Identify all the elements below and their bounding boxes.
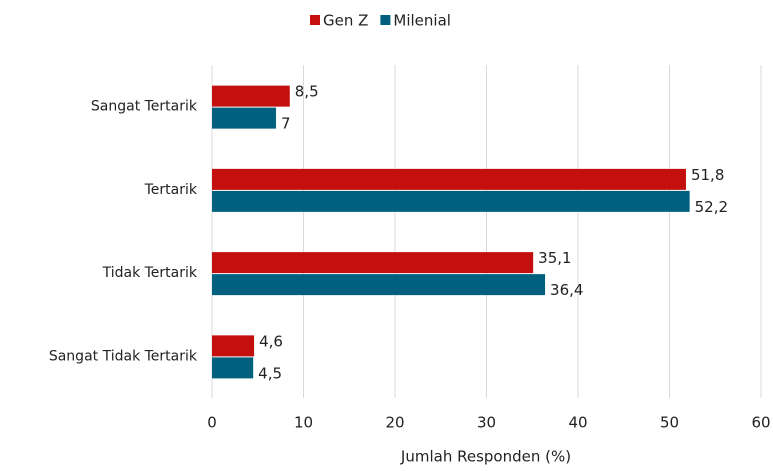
data-label: 52,2	[695, 198, 728, 216]
bar	[212, 252, 534, 274]
x-tick-label: 30	[477, 414, 496, 432]
bar	[212, 168, 686, 190]
data-label: 4,5	[258, 364, 282, 382]
y-tick-label: Tidak Tertarik	[102, 265, 198, 281]
y-tick-label: Tertarik	[144, 182, 198, 198]
bar	[212, 335, 255, 357]
data-label: 35,1	[538, 249, 571, 267]
legend-swatch	[380, 15, 391, 25]
bar	[212, 357, 254, 379]
data-label: 4,6	[259, 332, 283, 350]
legend-swatch	[310, 15, 320, 25]
legend-label: Milenial	[393, 12, 451, 30]
data-label: 7	[281, 115, 291, 133]
bar	[212, 85, 290, 107]
data-label: 51,8	[691, 166, 724, 184]
bar	[212, 107, 277, 129]
x-tick-label: 60	[751, 414, 770, 432]
x-tick-label: 0	[207, 414, 217, 432]
x-tick-label: 10	[294, 414, 313, 432]
y-tick-label: Sangat Tidak Tertarik	[49, 348, 198, 364]
y-tick-label: Sangat Tertarik	[91, 99, 198, 115]
x-tick-label: 20	[385, 414, 404, 432]
bar	[212, 190, 690, 212]
x-tick-label: 40	[568, 414, 587, 432]
bar	[212, 274, 546, 296]
legend-label: Gen Z	[323, 12, 368, 30]
x-tick-label: 50	[660, 414, 679, 432]
data-label: 36,4	[550, 281, 583, 299]
x-axis-label: Jumlah Responden (%)	[400, 448, 571, 466]
data-label: 8,5	[295, 83, 319, 101]
